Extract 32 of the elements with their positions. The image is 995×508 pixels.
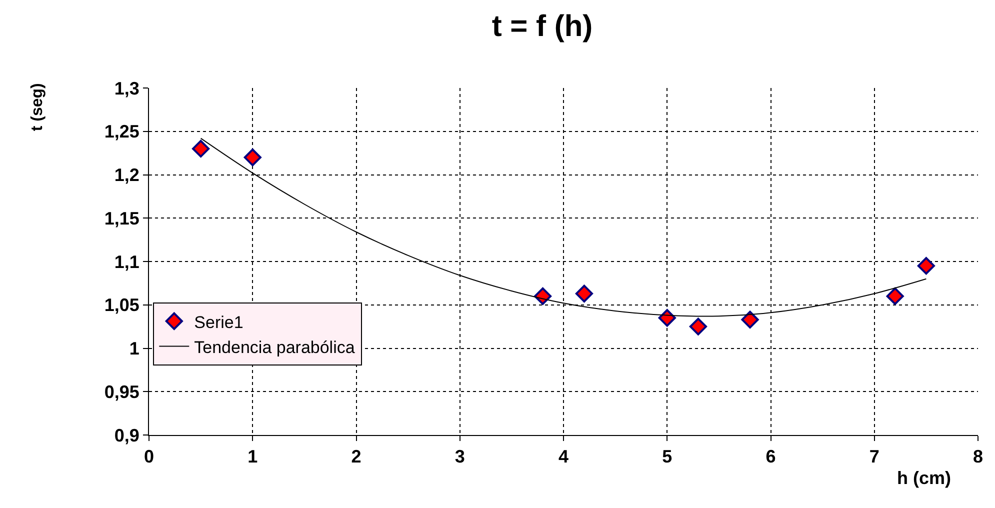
x-tick-label: 2 (351, 446, 362, 467)
y-tick-label: 0,95 (104, 382, 140, 402)
x-tick-label: 3 (454, 446, 465, 467)
point (244, 148, 262, 166)
y-tick-label: 0,9 (114, 425, 140, 446)
legend-label: Tendencia parabólica (194, 338, 356, 357)
y-axis-title: t (seg) (29, 83, 46, 132)
y-tick-label: 1,15 (104, 208, 140, 228)
point (886, 287, 904, 305)
y-tick-label: 1,3 (114, 78, 140, 98)
x-tick-label: 8 (972, 446, 984, 467)
x-axis-title: h (cm) (897, 468, 952, 488)
legend-label: Serie1 (194, 312, 244, 332)
x-tick-label: 7 (869, 446, 880, 467)
point (741, 310, 759, 328)
point (917, 257, 935, 275)
x-tick-label: 1 (248, 446, 258, 467)
x-tick-label: 6 (766, 446, 776, 467)
x-tick-label: 5 (662, 446, 672, 467)
x-tick-label: 4 (558, 446, 569, 467)
y-tick-label: 1,05 (104, 295, 140, 316)
point (658, 309, 676, 327)
point (192, 140, 210, 158)
y-tick-label: 1,2 (114, 165, 140, 186)
x-tick-label: 0 (144, 446, 154, 467)
point (575, 284, 594, 302)
y-tick-label: 1,25 (104, 122, 140, 142)
point (534, 287, 552, 305)
chart-title: t = f (h) (492, 10, 593, 44)
y-tick-label: 1,1 (114, 252, 140, 272)
point (689, 318, 708, 336)
y-tick-label: 1 (129, 338, 140, 359)
